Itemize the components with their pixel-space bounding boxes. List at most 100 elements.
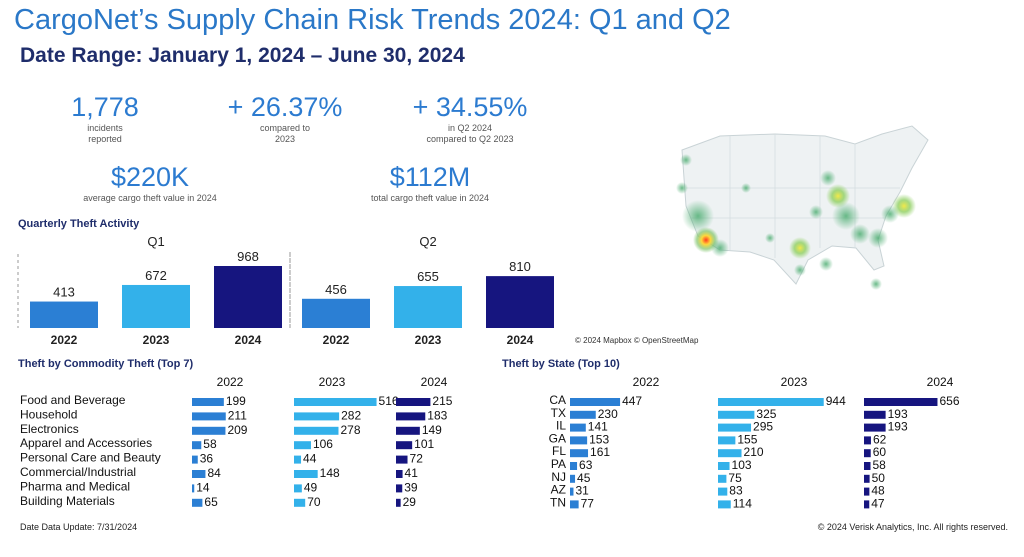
kpi-label: average cargo theft value in 2024 xyxy=(83,193,217,203)
q1-group: Q1 413 2022 672 2023 968 2024 xyxy=(17,234,282,347)
page-title: CargoNet’s Supply Chain Risk Trends 2024… xyxy=(14,4,731,36)
hbar xyxy=(570,462,578,470)
hbar xyxy=(718,449,742,458)
hbar xyxy=(192,470,206,478)
hbar xyxy=(864,474,870,483)
category-label: TX xyxy=(551,406,566,420)
hbar-value-label: 153 xyxy=(589,432,609,446)
hbar xyxy=(396,470,403,478)
hbar xyxy=(864,436,871,445)
hbar-value-label: 101 xyxy=(414,437,434,451)
hbar-value-label: 199 xyxy=(226,394,246,408)
kpi-label: 2023 xyxy=(274,134,296,144)
theft-heat-map xyxy=(676,125,929,290)
quarter-bar xyxy=(122,284,190,328)
hbar xyxy=(570,436,588,445)
hbar xyxy=(294,412,340,421)
year-tick-label: 2024 xyxy=(235,333,262,347)
hbar-value-label: 65 xyxy=(204,495,218,509)
hbar-value-label: 325 xyxy=(756,407,776,421)
bar-value-label: 810 xyxy=(509,259,531,274)
hbar-value-label: 75 xyxy=(728,471,742,485)
category-label: IL xyxy=(556,419,566,433)
bar-value-label: 413 xyxy=(53,285,75,300)
quarterly-bar-chart: Q1 413 2022 672 2023 968 2024 Q2 456 2022 655 2023… xyxy=(17,234,554,347)
hbar xyxy=(396,455,408,464)
category-label: Building Materials xyxy=(20,494,115,508)
hbar xyxy=(570,410,596,419)
hbar xyxy=(570,500,579,509)
series-header: 2024 xyxy=(421,375,448,389)
kpi-label: reported xyxy=(88,134,122,144)
hbar-value-label: 183 xyxy=(427,408,447,422)
hbar xyxy=(718,423,752,432)
hbar-value-label: 114 xyxy=(733,496,752,510)
hbar-value-label: 62 xyxy=(873,432,887,446)
hbar-value-label: 41 xyxy=(405,466,419,480)
quarter-bar xyxy=(302,298,370,328)
series-header: 2024 xyxy=(927,375,954,389)
hbar-value-label: 60 xyxy=(873,445,887,459)
category-label: FL xyxy=(552,444,566,458)
kpi-value: 1,778 xyxy=(71,92,139,122)
commodity-chart-body: Food and BeverageHouseholdElectronicsApp… xyxy=(20,375,453,509)
year-tick-label: 2022 xyxy=(51,333,78,347)
hbar xyxy=(718,436,736,445)
hbar xyxy=(294,426,339,435)
hbar xyxy=(396,426,420,435)
year-tick-label: 2024 xyxy=(507,333,534,347)
hbar xyxy=(294,441,311,450)
hbar xyxy=(718,487,728,496)
hbar xyxy=(396,498,401,507)
hbar-value-label: 141 xyxy=(588,420,608,434)
hbar-value-label: 149 xyxy=(422,423,442,437)
hbar xyxy=(192,455,198,464)
hbar-value-label: 148 xyxy=(320,466,340,480)
year-tick-label: 2022 xyxy=(323,333,350,347)
kpi-label: incidents xyxy=(87,123,123,133)
quarter-bar xyxy=(30,301,98,328)
chart-title-quarterly: Quarterly Theft Activity xyxy=(18,218,140,230)
kpi-total-value: $112M total cargo theft value in 2024 xyxy=(340,162,520,204)
category-label: Household xyxy=(20,407,77,421)
hbar xyxy=(294,455,302,464)
hbar-value-label: 193 xyxy=(888,420,908,434)
hbar xyxy=(192,426,226,435)
hbar-value-label: 211 xyxy=(228,408,247,422)
hbar-value-label: 230 xyxy=(598,407,618,421)
hbar xyxy=(864,500,870,509)
hbar-value-label: 516 xyxy=(379,394,399,408)
kpi-label: compared to xyxy=(259,123,311,133)
hbar xyxy=(718,398,824,406)
hbar-value-label: 447 xyxy=(622,394,642,408)
quarter-bar xyxy=(486,276,554,328)
bar-value-label: 655 xyxy=(417,269,439,284)
hbar-value-label: 155 xyxy=(737,432,757,446)
kpi-label: in Q2 2024 xyxy=(447,123,493,133)
hbar xyxy=(570,487,574,496)
hbar-value-label: 278 xyxy=(340,423,360,437)
hbar xyxy=(192,398,224,406)
kpi-value: + 34.55% xyxy=(412,92,528,122)
hbar xyxy=(864,423,886,432)
hbar xyxy=(864,449,871,458)
hbar xyxy=(192,498,203,507)
hbar-value-label: 656 xyxy=(939,394,959,408)
hbar xyxy=(718,474,727,483)
hbar-value-label: 44 xyxy=(303,452,317,466)
category-label: Pharma and Medical xyxy=(20,479,130,493)
footer-data-update: Date Data Update: 7/31/2024 xyxy=(20,522,138,532)
category-label: CA xyxy=(549,393,566,407)
kpi-value: + 26.37% xyxy=(227,92,343,122)
kpi-incidents: 1,778 incidents reported xyxy=(40,92,170,145)
hbar-value-label: 36 xyxy=(200,452,214,466)
hbar xyxy=(570,474,576,483)
series-header: 2023 xyxy=(319,375,346,389)
hbar-value-label: 282 xyxy=(341,408,361,422)
year-tick-label: 2023 xyxy=(415,333,442,347)
bar-value-label: 456 xyxy=(325,282,347,297)
hbar-value-label: 210 xyxy=(744,445,764,459)
hbar xyxy=(192,484,195,493)
q2-group: Q2 456 2022 655 2023 810 2024 xyxy=(289,234,554,347)
category-label: Food and Beverage xyxy=(20,393,126,407)
